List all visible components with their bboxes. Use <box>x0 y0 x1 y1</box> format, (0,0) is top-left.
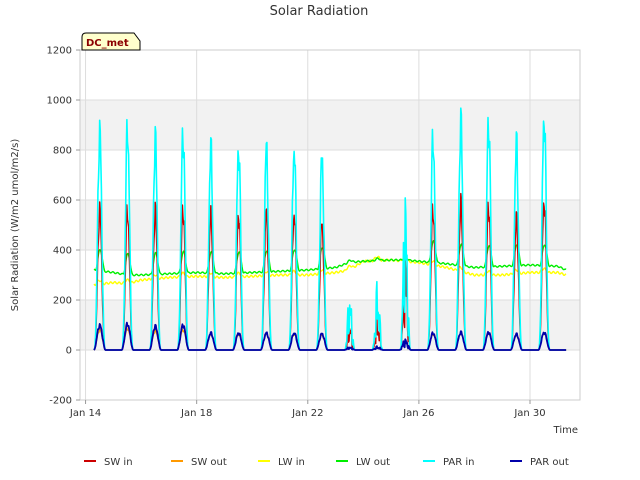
legend: SW in SW out LW in LW out PAR in PAR out <box>84 457 569 468</box>
y-axis-ticks: -200 0 200 400 600 800 1000 1200 <box>47 46 80 407</box>
x-tick-label: Jan 18 <box>180 408 212 419</box>
x-tick-label: Jan 14 <box>69 408 101 419</box>
background-bands <box>80 50 580 400</box>
y-tick-label: 1000 <box>47 96 72 107</box>
site-badge-shape <box>81 32 141 51</box>
site-badge-label: DC_met <box>86 38 129 49</box>
site-badge: DC_met <box>81 32 141 51</box>
y-tick-label: 1200 <box>47 46 72 57</box>
legend-item: LW out <box>336 457 390 468</box>
y-tick-label: 600 <box>53 196 72 207</box>
legend-label: PAR in <box>443 457 474 468</box>
series-line-lw-in <box>93 255 567 287</box>
y-tick-label: 800 <box>53 146 72 157</box>
background-band <box>80 150 580 200</box>
x-tick-label: Jan 22 <box>291 408 323 419</box>
series-layer <box>93 107 567 351</box>
x-axis-label: Time <box>553 425 578 436</box>
x-tick-label: Jan 26 <box>402 408 434 419</box>
y-tick-label: -200 <box>49 396 72 407</box>
legend-label: LW in <box>278 457 305 468</box>
series-line-par-out <box>93 321 567 351</box>
legend-item: SW in <box>84 457 133 468</box>
legend-item: PAR out <box>510 457 569 468</box>
background-band <box>80 300 580 350</box>
legend-label: SW out <box>191 457 227 468</box>
background-band <box>80 200 580 250</box>
legend-item: LW in <box>258 457 305 468</box>
legend-label: LW out <box>356 457 390 468</box>
background-band <box>80 100 580 150</box>
legend-label: SW in <box>104 457 133 468</box>
legend-item: PAR in <box>423 457 474 468</box>
plot-frame <box>79 49 581 401</box>
background-band <box>80 350 580 400</box>
y-tick-label: 400 <box>53 246 72 257</box>
chart-title: Solar Radiation <box>270 4 369 19</box>
y-axis-label: Solar Radiation (W/m2 umol/m2/s) <box>10 139 21 312</box>
background-band <box>80 50 580 100</box>
legend-item: SW out <box>171 457 227 468</box>
y-tick-label: 200 <box>53 296 72 307</box>
y-tick-label: 0 <box>66 346 72 357</box>
x-tick-label: Jan 30 <box>513 408 545 419</box>
x-axis-ticks: Jan 14 Jan 18 Jan 22 Jan 26 Jan 30 <box>69 400 546 419</box>
legend-label: PAR out <box>530 457 569 468</box>
